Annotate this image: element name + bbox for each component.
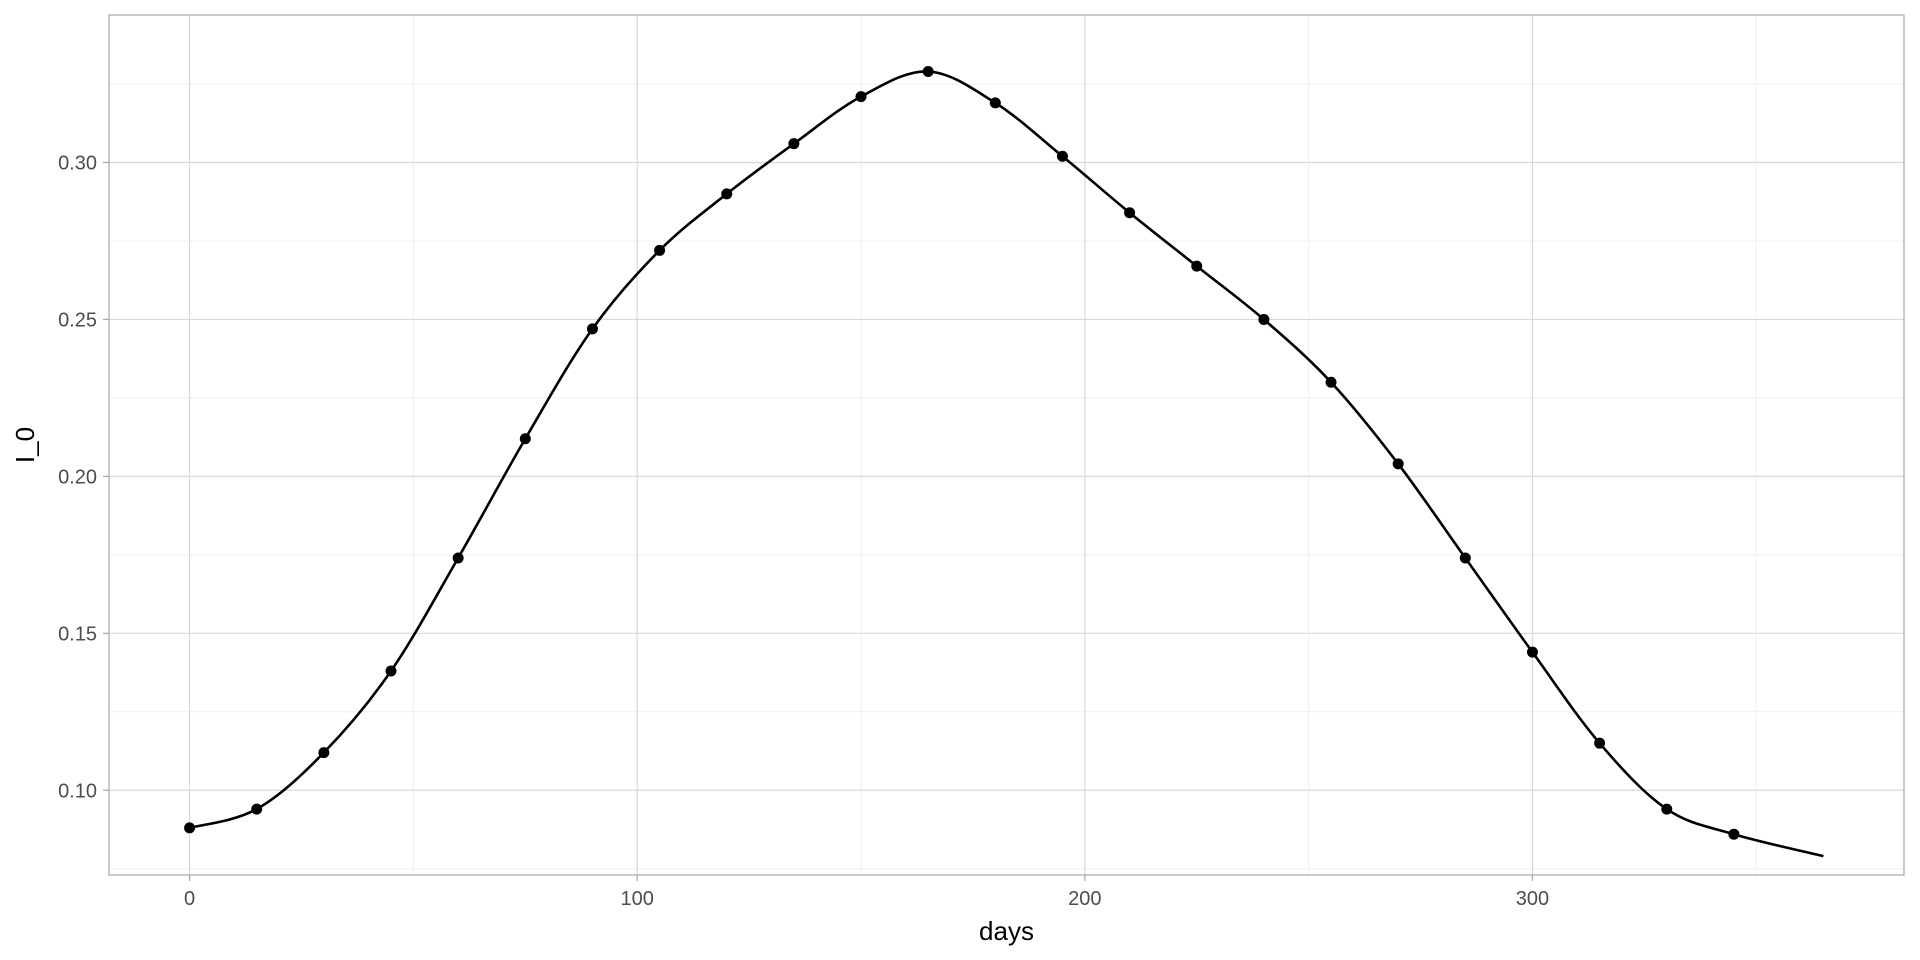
data-point xyxy=(1728,828,1740,840)
major-gridlines xyxy=(109,15,1904,875)
data-point xyxy=(452,552,464,564)
data-point xyxy=(1661,803,1673,815)
data-point xyxy=(1459,552,1471,564)
data-point xyxy=(586,323,598,335)
data-point xyxy=(721,188,733,200)
y-tick-label: 0.10 xyxy=(58,780,97,802)
x-tick-label: 100 xyxy=(621,888,654,910)
data-point xyxy=(989,97,1001,109)
x-tick-label: 200 xyxy=(1068,888,1101,910)
data-point xyxy=(184,822,196,834)
y-tick-label: 0.30 xyxy=(58,153,97,175)
x-axis-title: days xyxy=(979,916,1034,946)
data-point xyxy=(788,138,800,150)
data-point xyxy=(855,91,867,103)
y-axis-title: I_0 xyxy=(10,427,40,463)
data-point xyxy=(251,803,263,815)
data-point xyxy=(385,665,397,677)
axis-ticks xyxy=(103,161,1534,881)
minor-gridlines xyxy=(109,15,1904,875)
data-point xyxy=(922,65,934,77)
data-point xyxy=(1526,646,1538,658)
data-point xyxy=(654,244,666,256)
x-tick-label: 300 xyxy=(1516,888,1549,910)
data-point xyxy=(318,747,330,759)
y-tick-label: 0.15 xyxy=(58,623,97,645)
data-point xyxy=(1594,737,1606,749)
smoothed-series-line xyxy=(189,70,1824,858)
data-point xyxy=(1392,458,1404,470)
y-tick-label: 0.25 xyxy=(58,309,97,331)
data-point xyxy=(1325,376,1337,388)
axis-tick-labels: 0 100 200 300 0.10 0.15 0.20 0.25 0.30 xyxy=(58,153,1549,910)
y-tick-label: 0.20 xyxy=(58,466,97,488)
data-point xyxy=(519,433,531,445)
plot-panel-border xyxy=(108,14,1905,876)
data-point xyxy=(1056,150,1068,162)
x-tick-label: 0 xyxy=(184,888,195,910)
data-point xyxy=(1124,207,1136,219)
data-points xyxy=(184,65,1740,840)
data-point xyxy=(1258,313,1270,325)
data-point xyxy=(1191,260,1203,272)
